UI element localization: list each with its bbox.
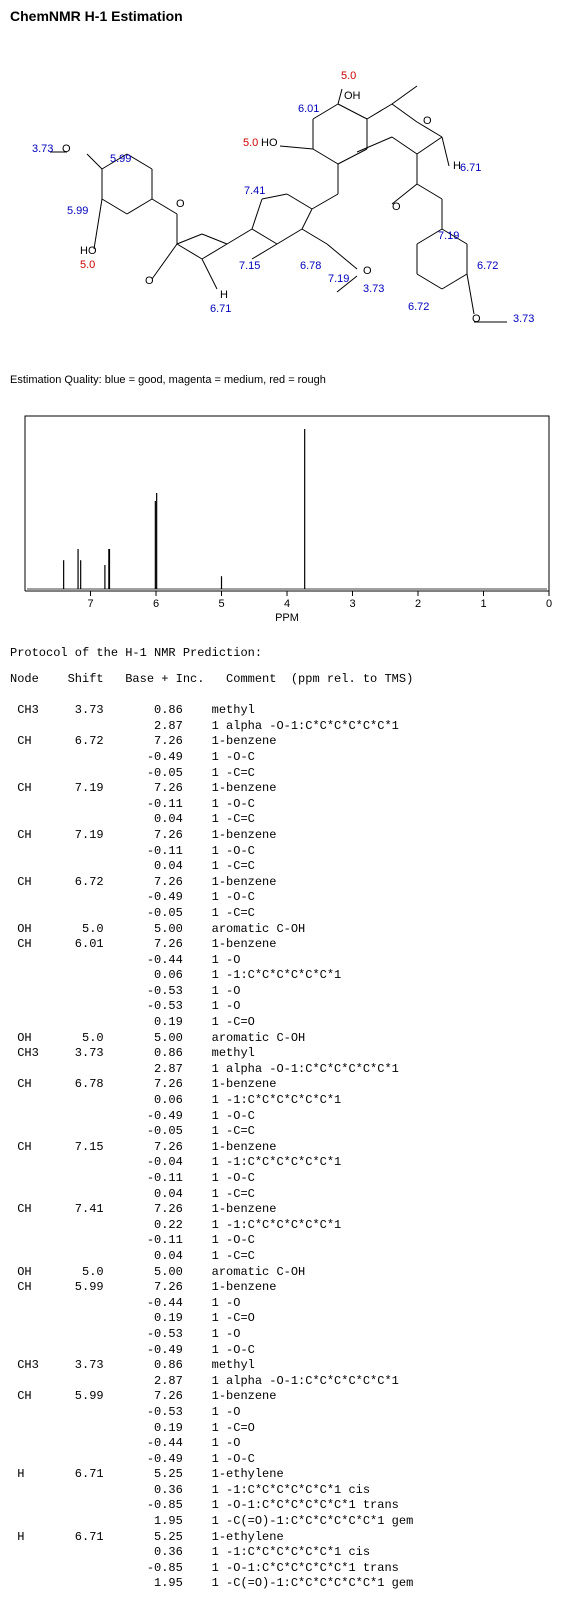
svg-text:3.73: 3.73 — [363, 283, 384, 295]
molecule-structure: 5.0OH6.015.0HOOH6.717.196.726.72O3.73OO3… — [32, 44, 542, 344]
svg-text:OH: OH — [344, 90, 361, 102]
svg-text:6.72: 6.72 — [408, 301, 429, 313]
svg-text:3: 3 — [349, 598, 355, 610]
svg-text:6.71: 6.71 — [460, 162, 481, 174]
nmr-spectrum: 0 1 2 3 4 5 6 7 PPM — [10, 406, 564, 626]
svg-text:7: 7 — [87, 598, 93, 610]
svg-text:6.72: 6.72 — [477, 260, 498, 272]
svg-text:7.19: 7.19 — [438, 230, 459, 242]
svg-text:HO: HO — [261, 137, 278, 149]
svg-text:5: 5 — [218, 598, 224, 610]
svg-text:7.15: 7.15 — [239, 260, 260, 272]
svg-text:2: 2 — [415, 598, 421, 610]
svg-text:6.78: 6.78 — [300, 260, 321, 272]
svg-text:5.99: 5.99 — [110, 153, 131, 165]
svg-text:0: 0 — [546, 598, 552, 610]
quality-legend: Estimation Quality: blue = good, magenta… — [10, 374, 564, 386]
svg-text:1: 1 — [480, 598, 486, 610]
svg-text:O: O — [363, 265, 372, 277]
svg-text:7.41: 7.41 — [244, 185, 265, 197]
svg-text:O: O — [62, 143, 71, 155]
svg-text:5.0: 5.0 — [80, 259, 95, 271]
svg-text:5.0: 5.0 — [341, 70, 356, 82]
svg-text:O: O — [392, 201, 401, 213]
svg-text:H: H — [220, 289, 228, 301]
svg-text:O: O — [145, 275, 154, 287]
svg-text:O: O — [423, 115, 432, 127]
page-title: ChemNMR H-1 Estimation — [10, 8, 564, 24]
svg-text:6.71: 6.71 — [210, 303, 231, 315]
svg-text:6: 6 — [153, 598, 159, 610]
svg-text:3.73: 3.73 — [513, 313, 534, 325]
svg-text:3.73: 3.73 — [32, 143, 53, 155]
protocol-title: Protocol of the H-1 NMR Prediction: — [10, 646, 564, 660]
svg-text:O: O — [472, 313, 481, 325]
svg-text:4: 4 — [284, 598, 290, 610]
svg-text:6.01: 6.01 — [298, 103, 319, 115]
svg-text:5.0: 5.0 — [243, 137, 258, 149]
protocol-table: Node Shift Base + Inc. Comment (ppm rel.… — [10, 672, 564, 1592]
svg-text:7.19: 7.19 — [328, 273, 349, 285]
svg-text:HO: HO — [80, 245, 97, 257]
svg-text:5.99: 5.99 — [67, 205, 88, 217]
svg-text:O: O — [176, 198, 185, 210]
page: ChemNMR H-1 Estimation 5.0OH6.015.0HOOH6… — [0, 0, 574, 1600]
svg-text:PPM: PPM — [275, 612, 299, 624]
